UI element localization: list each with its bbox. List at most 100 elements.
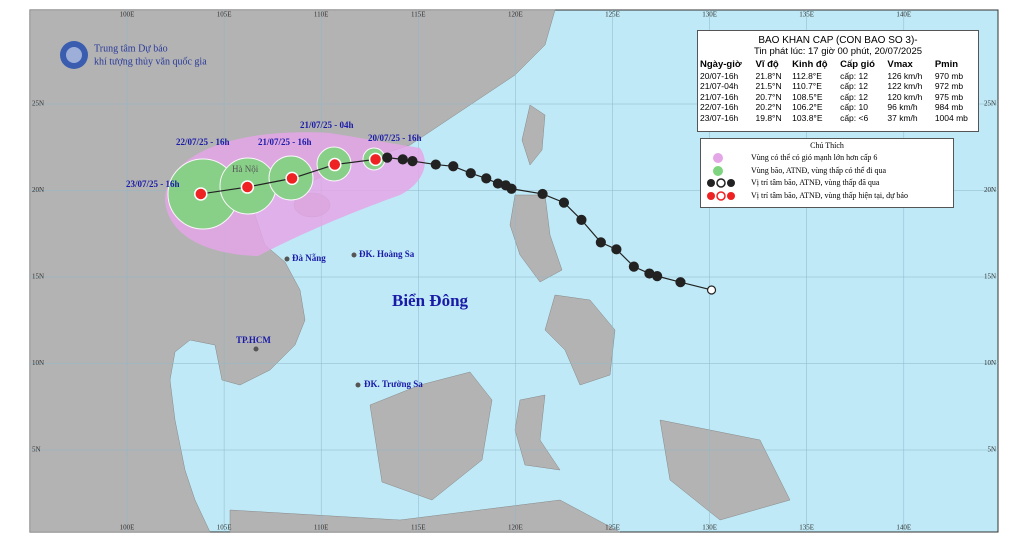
lon-label: 100E xyxy=(120,11,135,19)
place-labels: Đà Nẵng ĐK. Hoàng Sa TP.HCM ĐK. Trường S… xyxy=(232,164,469,389)
cell: cấp: 12 xyxy=(840,70,868,81)
past-position xyxy=(448,161,459,172)
lat-label: 25N xyxy=(984,100,996,108)
lon-label: 110E xyxy=(314,11,329,19)
lon-label: 110E xyxy=(314,524,329,532)
past-position xyxy=(628,261,639,272)
past-position xyxy=(430,159,441,170)
lon-label: 140E xyxy=(896,524,911,532)
cell: 103.8°E xyxy=(792,112,823,123)
cell: 112.8°E xyxy=(792,70,822,81)
past-position xyxy=(558,197,570,208)
land xyxy=(29,9,791,533)
cell: 21.5°N xyxy=(755,81,782,91)
past-position xyxy=(407,155,418,167)
cell: 96 km/h xyxy=(887,102,918,112)
forecast-position xyxy=(194,187,208,201)
track-label: 22/07/25 - 16h xyxy=(176,137,230,147)
cell: 21.8°N xyxy=(755,70,782,81)
legend-item: Vị trí tâm bão, ATNĐ, vùng thấp hiện tại… xyxy=(751,191,908,200)
lat-label: 5N xyxy=(987,446,996,454)
sea-label: Biển Đông xyxy=(392,291,469,310)
lat-label: 5N xyxy=(32,446,41,454)
forecast-position xyxy=(328,157,342,172)
legend-item: Vùng bão, ATNĐ, vùng thấp có thể đi qua xyxy=(751,166,887,175)
past-position xyxy=(706,285,717,295)
column-header: Ngày-giờ xyxy=(700,59,742,70)
past-position xyxy=(644,268,655,279)
past-position xyxy=(611,244,622,255)
past-position xyxy=(397,154,408,165)
past-position xyxy=(481,173,492,184)
cell: 19.8°N xyxy=(755,112,782,123)
org: Trung tâm Dự báo xyxy=(94,43,168,54)
legend-icons xyxy=(707,153,735,201)
legend: Chú Thích Vùng có thể có gió mạnh lớn hơ… xyxy=(700,138,954,208)
lon-label: 105E xyxy=(217,11,232,19)
cell: 21/07-16h xyxy=(700,91,739,102)
place: Hà Nội xyxy=(232,164,259,174)
cell: 23/07-16h xyxy=(700,112,739,123)
cell: 22/07-16h xyxy=(700,102,739,112)
cell: 20.7°N xyxy=(755,91,782,102)
cell: 106.2°E xyxy=(792,102,823,112)
track-label: 21/07/25 - 04h xyxy=(300,120,354,130)
lon-label: 125E xyxy=(605,524,620,532)
lon-label: 130E xyxy=(702,524,717,532)
cell: 108.5°E xyxy=(792,91,823,102)
cell: 20/07-16h xyxy=(700,70,739,81)
past-position xyxy=(675,277,686,288)
column-header: Vmax xyxy=(887,59,913,70)
track-labels: 20/07/25 - 16h 21/07/25 - 04h 21/07/25 -… xyxy=(126,120,422,189)
legend-item: Vùng có thể có gió mạnh lớn hơn cấp 6 xyxy=(751,153,878,162)
past-position xyxy=(537,188,548,200)
past-position xyxy=(492,178,504,189)
row: 22/07-16h 20.2°N 106.2°E cấp: 10 96 km/h 984 … xyxy=(698,102,978,113)
lat-label: 15N xyxy=(32,273,44,281)
past-position xyxy=(595,237,606,248)
lat-label: 20N xyxy=(984,186,996,194)
bulletin-table: Ngày-giờ Vĩ độ Kinh độ Cấp gió Vmax Pmin 20/07… xyxy=(698,59,978,124)
legend-title: Chú Thích xyxy=(810,141,844,150)
lon-label: 115E xyxy=(411,11,426,19)
forecast-position xyxy=(240,180,255,194)
track xyxy=(194,152,717,295)
row: 20/07-16h 21.8°N 112.8°E cấp: 12 126 km/h 970… xyxy=(698,71,978,82)
bulletin: BAO KHAN CAP (CON BAO SO 3)- Tin phát lú… xyxy=(697,30,979,132)
forecast-position xyxy=(285,171,299,186)
track-label: 23/07/25 - 16h xyxy=(126,179,180,189)
cell: cấp: 10 xyxy=(840,102,868,112)
cell: 975 mb xyxy=(934,91,964,102)
lon-label: 100E xyxy=(120,524,135,532)
lon-label: 120E xyxy=(508,11,523,19)
logo: Trung tâm Dự báo khí tượng thủy văn quốc… xyxy=(60,41,207,69)
cell: 21/07-04h xyxy=(700,81,739,91)
bulletin-title: BAO KHAN CAP (CON BAO SO 3)- xyxy=(758,35,918,46)
lon-label: 135E xyxy=(799,11,814,19)
column-header: Kinh độ xyxy=(792,59,828,70)
header-row: Ngày-giờ Vĩ độ Kinh độ Cấp gió Vmax Pmin xyxy=(698,59,978,71)
cell: 984 mb xyxy=(934,102,964,112)
lon-label: 130E xyxy=(702,11,717,19)
cell: 120 km/h xyxy=(887,91,923,102)
past-position xyxy=(576,214,587,226)
lon-label: 105E xyxy=(217,524,232,532)
past-position xyxy=(382,152,393,163)
row: 21/07-16h 20.7°N 108.5°E cấp: 12 120 km/h 975… xyxy=(698,92,978,103)
lat-label: 10N xyxy=(984,359,996,367)
place: ĐK. Trường Sa xyxy=(364,379,423,389)
past-position xyxy=(465,168,476,179)
place: ĐK. Hoàng Sa xyxy=(359,249,415,259)
lat-label: 20N xyxy=(32,186,44,194)
org: khí tượng thủy văn quốc gia xyxy=(94,56,207,67)
cell: 126 km/h xyxy=(887,70,923,81)
row: 23/07-16h 19.8°N 103.8°E cấp: <6 37 km/h 1004… xyxy=(698,113,978,124)
lon-label: 135E xyxy=(799,524,814,532)
cell: 1004 mb xyxy=(934,112,968,123)
lat-label: 10N xyxy=(32,359,44,367)
track-label: 20/07/25 - 16h xyxy=(368,133,422,143)
cell: 20.2°N xyxy=(755,102,782,112)
place: TP.HCM xyxy=(236,335,271,345)
lon-label: 115E xyxy=(411,524,426,532)
